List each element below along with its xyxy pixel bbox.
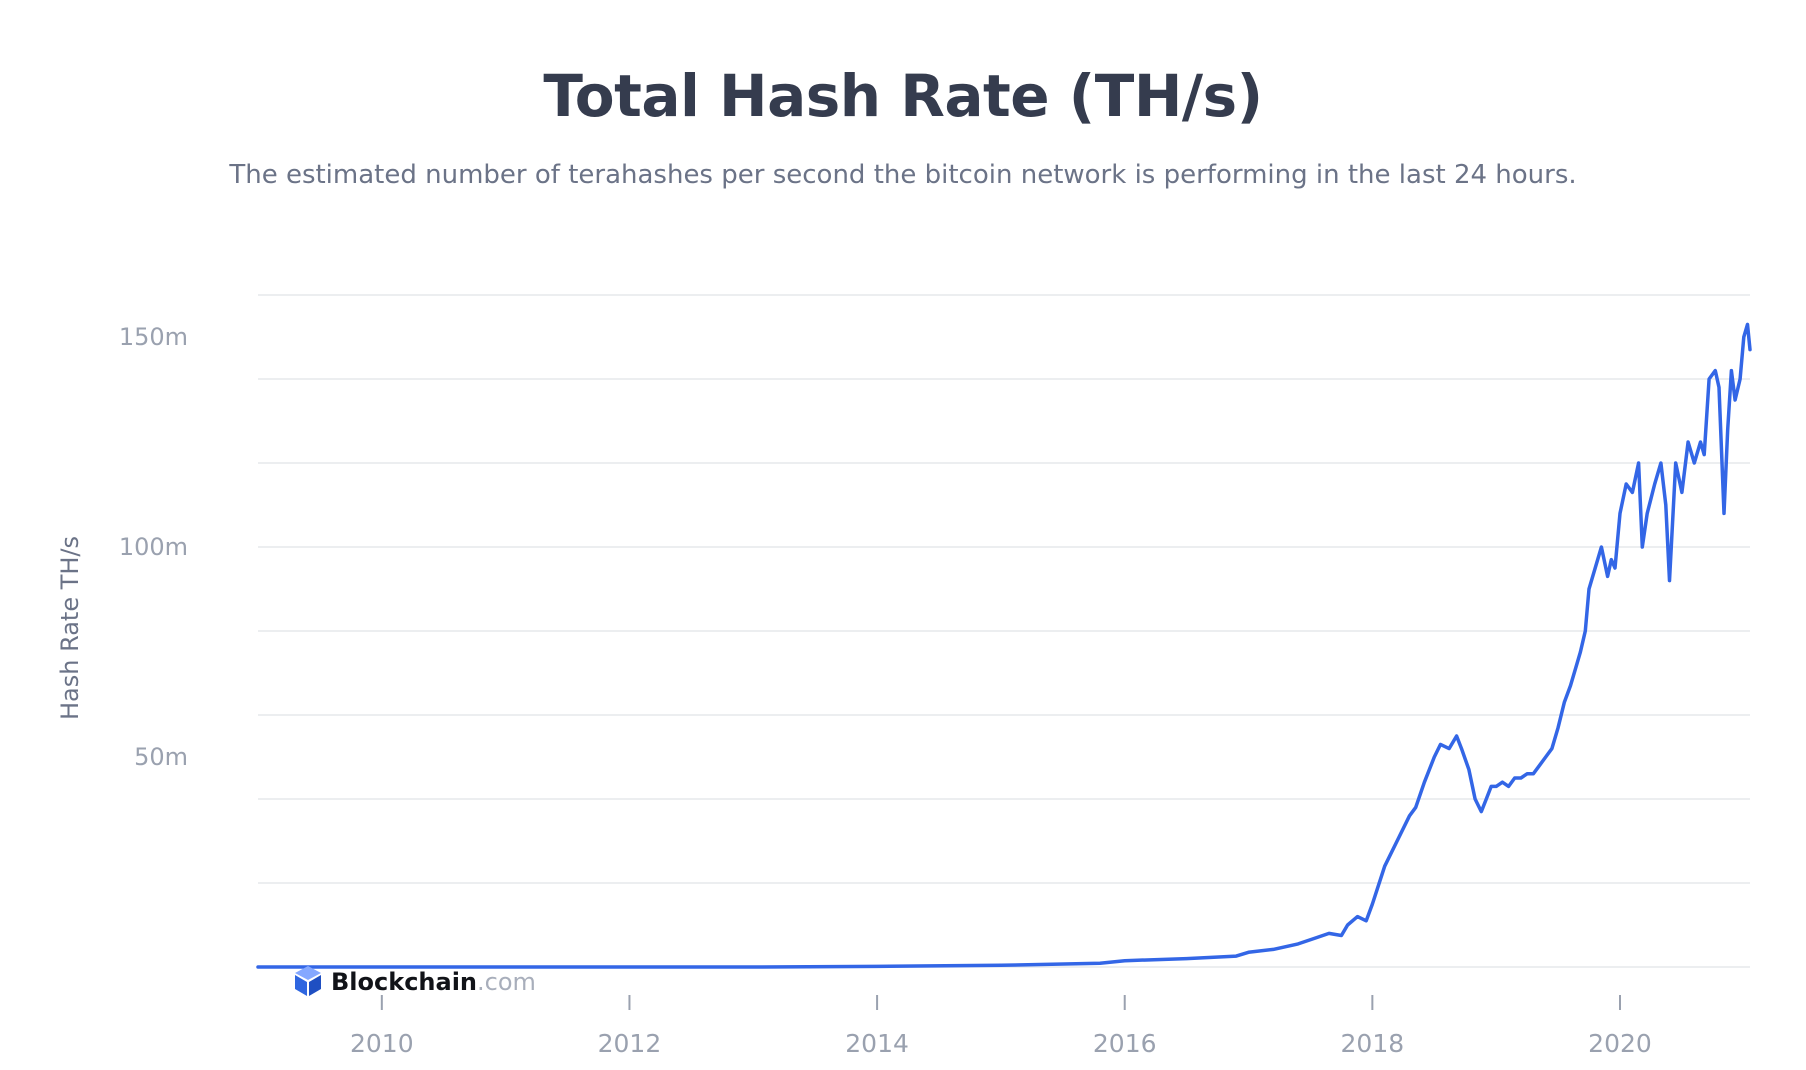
- y-tick-label: 150m: [119, 323, 188, 351]
- chart-subtitle: The estimated number of terahashes per s…: [229, 160, 1577, 190]
- y-tick-label: 50m: [134, 743, 188, 771]
- series-line: [256, 322, 1752, 969]
- y-tick-label: 100m: [119, 533, 188, 561]
- series-layer: [256, 322, 1752, 969]
- y-axis-label: Hash Rate TH/s: [56, 536, 84, 720]
- blockchain-cube-icon: [295, 966, 321, 996]
- x-axis-ticks: 2010 2012 2014 2016 2018 2020: [350, 995, 1652, 1058]
- blockchain-logo: Blockchain.com: [295, 966, 536, 996]
- brand-name: Blockchain: [331, 968, 477, 996]
- y-axis-ticks: 50m 100m 150m: [119, 323, 188, 771]
- x-tick-label: 2010: [350, 1029, 414, 1058]
- x-tick-label: 2016: [1093, 1029, 1157, 1058]
- x-tick-label: 2018: [1341, 1029, 1405, 1058]
- x-tick-label: 2014: [845, 1029, 909, 1058]
- grid-lines: [258, 294, 1750, 968]
- brand-suffix: .com: [477, 968, 536, 996]
- chart-title: Total Hash Rate (TH/s): [543, 62, 1263, 130]
- svg-text:Blockchain.com: Blockchain.com: [331, 968, 536, 996]
- x-tick-label: 2020: [1588, 1029, 1652, 1058]
- x-tick-label: 2012: [598, 1029, 662, 1058]
